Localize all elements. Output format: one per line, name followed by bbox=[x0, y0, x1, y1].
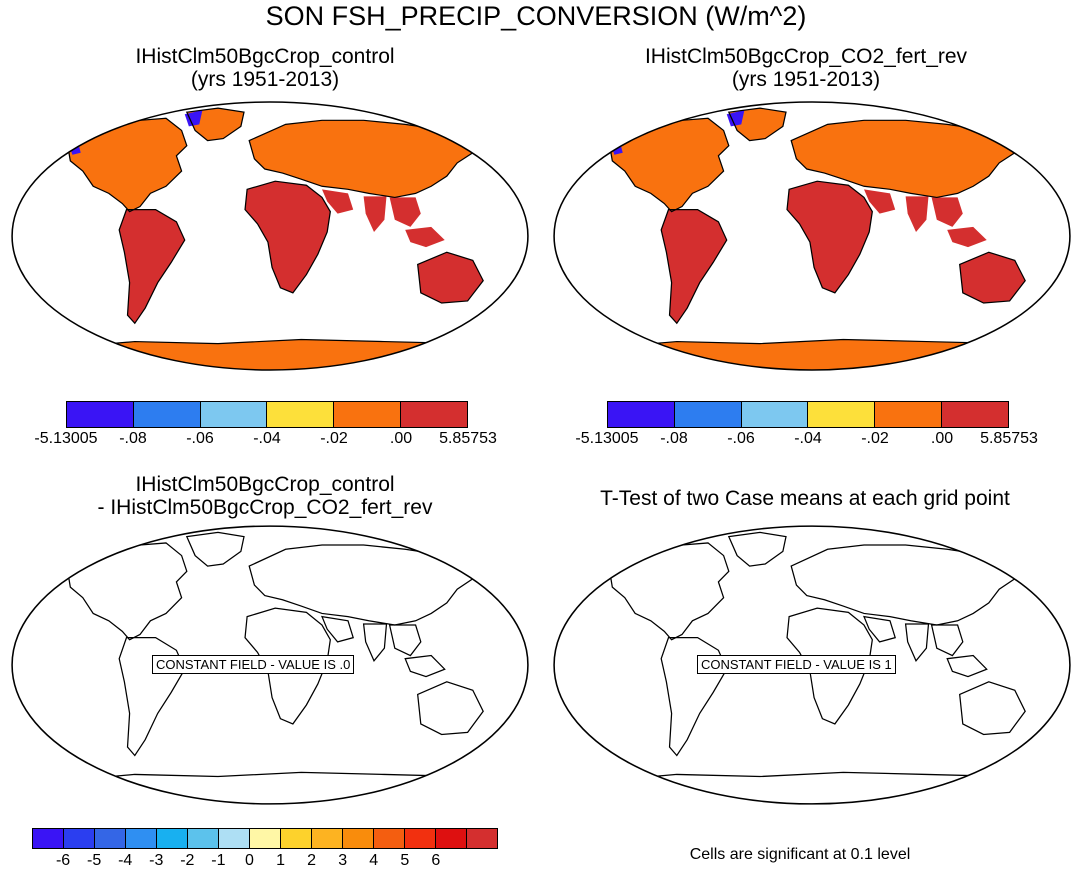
cbar-b-tick-label: -.08 bbox=[660, 430, 688, 447]
cbar-c-tick-label: -4 bbox=[118, 852, 133, 869]
panel-3-title: IHistClm50BgcCrop_control - IHistClm50Bg… bbox=[35, 473, 495, 519]
cbar-a-swatch bbox=[267, 402, 335, 427]
cbar-a-swatch bbox=[133, 402, 201, 427]
cbar-a-tick-label: -.02 bbox=[320, 430, 348, 447]
cbar-c-swatch bbox=[219, 829, 250, 848]
cbar-a-tick-label: -.08 bbox=[119, 430, 147, 447]
panel-3-title-line1: IHistClm50BgcCrop_control bbox=[135, 473, 395, 496]
panel-3-title-line2: - IHistClm50BgcCrop_CO2_fert_rev bbox=[97, 495, 433, 519]
cbar-c-swatch bbox=[188, 829, 219, 848]
cbar-a-tick-label: -.04 bbox=[253, 430, 281, 447]
map-ttest bbox=[553, 525, 1071, 805]
cbar-a-tick-label: -5.13005 bbox=[34, 430, 98, 447]
panel-4-constant-field-label: CONSTANT FIELD - VALUE IS 1 bbox=[697, 655, 896, 674]
cbar-b-swatch bbox=[608, 402, 675, 427]
cbar-c-tick-label: 0 bbox=[245, 852, 254, 869]
panel-1-title: IHistClm50BgcCrop_control (yrs 1951-2013… bbox=[35, 45, 495, 91]
cbar-c-swatch bbox=[312, 829, 343, 848]
cbar-b-swatch bbox=[741, 402, 809, 427]
cbar-a-tick-label: .00 bbox=[389, 430, 413, 447]
cbar-c-swatch bbox=[250, 829, 281, 848]
panel-2-title: IHistClm50BgcCrop_CO2_fert_rev (yrs 1951… bbox=[576, 45, 1036, 91]
cbar-c-tick-label: 5 bbox=[400, 852, 410, 869]
colorbar-control bbox=[66, 401, 468, 428]
cbar-b-swatch bbox=[875, 402, 943, 427]
cbar-a-swatch bbox=[401, 402, 467, 427]
panel-1-title-line2: (yrs 1951-2013) bbox=[190, 67, 340, 91]
cbar-b-swatch bbox=[942, 402, 1008, 427]
panel-1-title-line1: IHistClm50BgcCrop_control bbox=[135, 45, 395, 68]
significance-note: Cells are significant at 0.1 level bbox=[689, 846, 911, 863]
cbar-b-tick-label: -.02 bbox=[861, 430, 889, 447]
cbar-a-tick-label: 5.85753 bbox=[439, 430, 497, 447]
cbar-c-tick-label: -6 bbox=[55, 852, 71, 869]
map-co2-fert-rev bbox=[553, 101, 1071, 371]
panel-4-title: T-Test of two Case means at each grid po… bbox=[560, 487, 1050, 511]
cbar-b-tick-label: 5.85753 bbox=[980, 430, 1038, 447]
cbar-c-swatch bbox=[436, 829, 467, 848]
cbar-c-tick-label: 6 bbox=[431, 852, 441, 869]
cbar-a-tick-label: -.06 bbox=[186, 430, 214, 447]
cbar-c-swatch bbox=[126, 829, 157, 848]
colorbar-co2-fert-rev bbox=[607, 401, 1009, 428]
cbar-b-tick-label: -5.13005 bbox=[575, 430, 639, 447]
cbar-a-swatch bbox=[200, 402, 268, 427]
figure-title: SON FSH_PRECIP_CONVERSION (W/m^2) bbox=[265, 1, 807, 31]
colorbar-difference bbox=[32, 828, 498, 849]
panel-3-constant-field-label: CONSTANT FIELD - VALUE IS .0 bbox=[152, 655, 355, 674]
cbar-c-tick-label: 4 bbox=[369, 852, 379, 869]
cbar-b-swatch bbox=[674, 402, 742, 427]
cbar-c-tick-label: -1 bbox=[211, 852, 226, 869]
cbar-a-swatch bbox=[334, 402, 402, 427]
cbar-b-swatch bbox=[808, 402, 876, 427]
cbar-c-tick-label: -3 bbox=[149, 852, 164, 869]
cbar-c-swatch bbox=[33, 829, 64, 848]
cbar-a-swatch bbox=[67, 402, 134, 427]
cbar-c-swatch bbox=[343, 829, 374, 848]
panel-4-title-line1: T-Test of two Case means at each grid po… bbox=[600, 487, 1010, 510]
panel-2-title-line1: IHistClm50BgcCrop_CO2_fert_rev bbox=[644, 45, 968, 68]
cbar-c-tick-label: 1 bbox=[276, 852, 285, 869]
cbar-c-tick-label: 3 bbox=[338, 852, 348, 869]
cbar-c-swatch bbox=[64, 829, 95, 848]
cbar-c-swatch bbox=[95, 829, 126, 848]
cbar-c-swatch bbox=[405, 829, 436, 848]
cbar-b-tick-label: -.06 bbox=[727, 430, 755, 447]
map-control bbox=[11, 101, 529, 371]
cbar-c-swatch bbox=[281, 829, 312, 848]
cbar-c-tick-label: 2 bbox=[307, 852, 317, 869]
map-difference bbox=[11, 525, 529, 805]
cbar-c-tick-label: -5 bbox=[87, 852, 102, 869]
panel-2-title-line2: (yrs 1951-2013) bbox=[731, 67, 881, 91]
cbar-b-tick-label: .00 bbox=[930, 430, 954, 447]
cbar-c-swatch bbox=[467, 829, 497, 848]
cbar-c-swatch bbox=[374, 829, 405, 848]
cbar-c-tick-label: -2 bbox=[180, 852, 195, 869]
cbar-c-swatch bbox=[157, 829, 188, 848]
cbar-b-tick-label: -.04 bbox=[794, 430, 822, 447]
